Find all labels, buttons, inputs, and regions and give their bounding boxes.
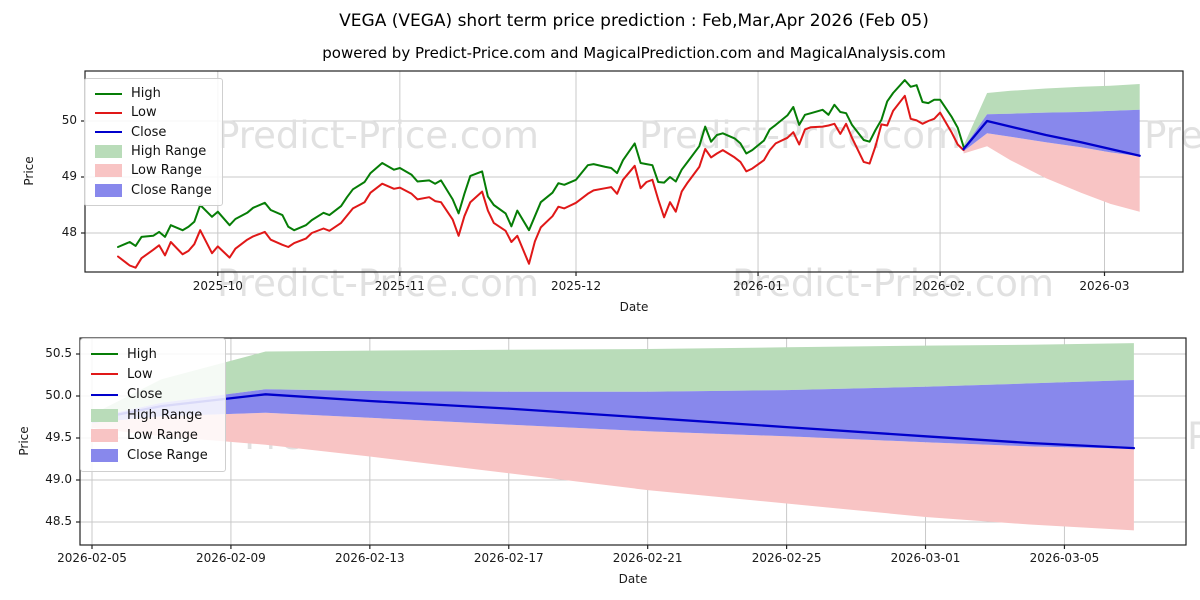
y-tick-label: 48.5 <box>45 514 72 528</box>
legend-top-chart: High Low Close High Range Low Range Close Ran… <box>84 78 223 206</box>
watermark-text: Predict-Price.com <box>639 114 961 157</box>
legend-item-low: Low <box>95 105 212 120</box>
legend-item-close-range: Close Range <box>95 183 212 198</box>
legend-patch-swatch <box>91 408 118 422</box>
watermark-text: Predict-Price.com <box>732 262 1054 305</box>
watermark-text: Predict-Price.com <box>217 262 539 305</box>
legend-item-close: Close <box>91 387 215 402</box>
page-subtitle: powered by Predict-Price.com and Magical… <box>322 44 946 62</box>
x-tick-label: 2026-02-17 <box>473 551 544 565</box>
legend-item-low-range: Low Range <box>95 163 212 178</box>
legend-label: Close Range <box>131 182 212 198</box>
legend-label: Low Range <box>127 427 198 443</box>
x-tick-label: 2025-10 <box>192 279 243 293</box>
y-tick-label: 50 <box>61 113 77 127</box>
high-range-band <box>963 84 1140 148</box>
legend-patch-swatch <box>95 183 122 197</box>
legend-label: High <box>131 86 161 102</box>
legend-label: Low <box>131 105 157 121</box>
high-line <box>117 79 965 248</box>
x-tick-label: 2026-01 <box>732 279 784 293</box>
x-tick-label: 2026-02 <box>915 279 966 293</box>
legend-label: High <box>127 346 157 362</box>
legend-patch-swatch <box>95 145 122 159</box>
x-tick-label: 2026-02-25 <box>751 551 822 565</box>
x-tick-label: 2025-12 <box>550 279 602 293</box>
legend-bottom-chart: High Low Close High Range Low Range Close Ran… <box>80 338 226 472</box>
legend-item-high: High <box>95 86 212 101</box>
x-tick-label: 2025-11 <box>374 279 425 293</box>
y-tick-label: 49.5 <box>45 430 72 444</box>
legend-line-swatch <box>95 131 122 134</box>
y-axis-title: Price <box>22 156 36 186</box>
watermark-text: Predict-Price.com <box>1144 114 1200 157</box>
legend-item-low: Low <box>91 367 215 382</box>
page-title: VEGA (VEGA) short term price prediction … <box>339 11 929 31</box>
low-range-band <box>92 412 1134 531</box>
high-range-band <box>92 343 1134 418</box>
y-tick-label: 50.5 <box>45 346 72 360</box>
watermark-text: Predict-Price.com <box>1187 415 1200 458</box>
x-tick-label: 2026-02-21 <box>612 551 683 565</box>
watermark-text: Predict-Price.com <box>217 114 539 157</box>
x-tick-label: 2026-03 <box>1079 279 1130 293</box>
y-tick-label: 49.0 <box>45 472 72 486</box>
y-tick-label: 48 <box>61 225 77 239</box>
legend-label: Close <box>127 387 163 403</box>
x-tick-label: 2026-02-09 <box>196 551 266 565</box>
close-line <box>962 119 1141 157</box>
legend-item-high-range: High Range <box>91 408 215 423</box>
x-tick-label: 2026-03-01 <box>890 551 961 565</box>
legend-item-close: Close <box>95 125 212 140</box>
legend-item-close-range: Close Range <box>91 448 215 463</box>
legend-label: Low <box>127 366 153 382</box>
legend-patch-swatch <box>91 449 118 463</box>
x-tick-label: 2026-03-05 <box>1029 551 1100 565</box>
legend-label: Close <box>131 124 167 140</box>
legend-label: High Range <box>131 144 207 160</box>
x-tick-label: 2026-02-13 <box>334 551 405 565</box>
y-tick-label: 50.0 <box>45 388 72 402</box>
y-tick-label: 49 <box>61 169 77 183</box>
legend-item-low-range: Low Range <box>91 428 215 443</box>
legend-item-high: High <box>91 347 215 362</box>
legend-line-swatch <box>91 353 118 356</box>
legend-line-swatch <box>91 393 118 396</box>
legend-line-swatch <box>91 373 118 376</box>
legend-line-swatch <box>95 92 122 95</box>
x-axis-title: Date <box>619 300 649 314</box>
legend-line-swatch <box>95 111 122 114</box>
legend-label: Close Range <box>127 448 208 464</box>
low-range-band <box>963 133 1140 212</box>
legend-patch-swatch <box>91 428 118 442</box>
y-axis-title: Price <box>17 426 31 456</box>
x-tick-label: 2026-02-05 <box>57 551 127 565</box>
x-axis-title: Date <box>618 572 648 586</box>
legend-label: High Range <box>127 407 203 423</box>
legend-patch-swatch <box>95 164 122 178</box>
low-line <box>117 94 965 269</box>
legend-item-high-range: High Range <box>95 144 212 159</box>
legend-label: Low Range <box>131 163 202 179</box>
